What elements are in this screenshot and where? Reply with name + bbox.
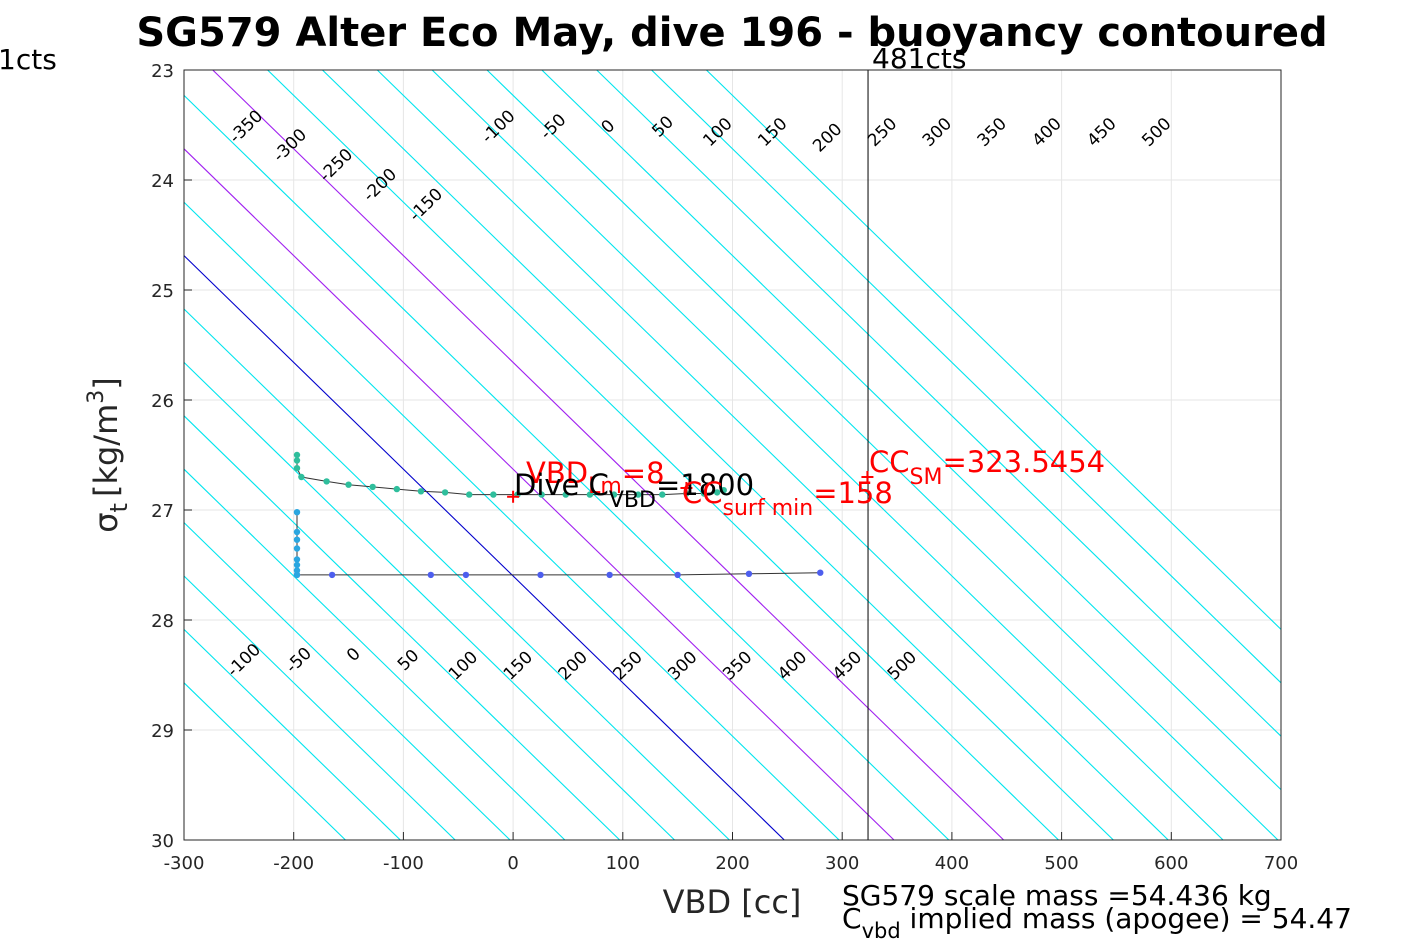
cvbd-implied-mass-label: Cvbd implied mass (apogee) = 54.47 <box>842 902 1352 943</box>
contour-line <box>184 361 675 840</box>
bottom-point <box>293 556 301 563</box>
vbd-lm-annotation: VBDLm=8 <box>526 456 665 499</box>
contour-line <box>706 70 1281 631</box>
annotation-marker <box>507 490 520 503</box>
descent-point <box>817 569 824 576</box>
x-axis-label: VBD [cc] <box>663 883 802 921</box>
cc-sm-annotation: CCSM=323.5454 <box>869 445 1105 490</box>
x-tick-label: 100 <box>606 853 640 874</box>
annotations: VBDLm=8 Dive CVBD=1800 CCsurf min=158 CC… <box>514 445 1105 521</box>
ascent-point <box>659 491 666 498</box>
bottom-point <box>293 561 301 569</box>
y-tick-label: 26 <box>151 391 174 412</box>
x-axis-ticks: -300 -200 -100 0 100 200 300 400 500 600 700 <box>164 832 1298 874</box>
ascent-point <box>293 457 301 464</box>
x-tick-label: 0 <box>507 853 518 874</box>
ascent-point <box>610 491 618 498</box>
contour-line <box>184 148 895 840</box>
y-tick-label: 27 <box>151 501 174 522</box>
buoyancy-contours <box>184 70 1281 840</box>
ascent-point <box>293 465 301 472</box>
ascent-point <box>298 473 305 481</box>
contour-line <box>184 415 621 840</box>
contour-line <box>184 94 950 840</box>
ascent-point <box>417 488 425 495</box>
contour-line <box>184 521 511 840</box>
annotation-marker <box>680 482 693 494</box>
left-count-label: 1cts <box>0 43 57 76</box>
x-tick-label: 500 <box>1044 853 1078 874</box>
ascent-point <box>466 491 473 498</box>
bottom-point <box>293 545 301 552</box>
x-tick-label: -300 <box>164 853 205 874</box>
x-tick-label: 300 <box>825 853 859 874</box>
ascent-point <box>634 491 642 498</box>
ascent-point <box>538 491 545 498</box>
x-tick-label: 400 <box>935 853 969 874</box>
contour-line <box>486 70 1279 840</box>
ascent-point <box>713 489 721 496</box>
contour-line <box>184 468 566 840</box>
descent-point <box>537 571 544 579</box>
ascent-point <box>700 490 708 497</box>
annotation-marker <box>861 471 874 483</box>
contour-line <box>184 682 346 840</box>
dive-profile <box>293 327 874 579</box>
ascent-point <box>586 491 594 498</box>
descent-point <box>674 571 681 579</box>
contour-line <box>431 70 1224 840</box>
y-tick-label: 28 <box>151 611 174 632</box>
ascent-point <box>293 451 301 459</box>
y-tick-label: 23 <box>151 61 174 82</box>
y-axis-label: σt[kg/m3] <box>84 377 133 532</box>
contour-line <box>184 628 401 840</box>
dive-cvbd-annotation: Dive CVBD=1800 <box>514 468 754 513</box>
x-tick-label: -100 <box>383 853 424 874</box>
x-tick-label: 200 <box>715 853 749 874</box>
ascent-point <box>369 483 376 491</box>
ascent-point <box>562 491 569 498</box>
ascent-point <box>323 478 330 485</box>
contour-line <box>376 70 1169 840</box>
bottom-point <box>293 528 301 536</box>
ascent-point <box>393 485 401 493</box>
ascent-point <box>441 489 449 496</box>
scale-mass-label: SG579 scale mass =54.436 kg <box>842 879 1272 912</box>
descent-point <box>462 571 470 579</box>
chart-title: SG579 Alter Eco May, dive 196 - buoyancy… <box>136 10 1327 56</box>
contour-line <box>541 70 1281 791</box>
y-tick-label: 25 <box>151 281 174 302</box>
descent-point <box>745 570 753 577</box>
x-tick-label: 700 <box>1264 853 1298 874</box>
y-tick-label: 29 <box>151 721 174 742</box>
bottom-point <box>293 509 301 516</box>
ascent-point <box>490 491 497 498</box>
contour-line <box>184 575 456 840</box>
bottom-point <box>293 571 301 579</box>
contour-line <box>267 70 1059 840</box>
x-tick-label: 600 <box>1154 853 1188 874</box>
contour-line <box>184 254 785 840</box>
descent-point <box>328 571 336 579</box>
descent-point <box>606 571 613 579</box>
y-axis-ticks: 23 24 25 26 27 28 29 30 <box>151 61 192 852</box>
contour-line <box>212 70 1005 840</box>
contour-line <box>184 201 840 840</box>
contour-line <box>322 70 1114 840</box>
y-tick-label: 24 <box>151 171 174 192</box>
ascent-point <box>345 481 352 488</box>
y-tick-label: 30 <box>151 831 174 852</box>
contour-line <box>651 70 1281 684</box>
contour-line <box>184 308 730 840</box>
cc-surf-min-annotation: CCsurf min=158 <box>682 476 893 521</box>
contour-line <box>596 70 1281 737</box>
bottom-point <box>293 536 301 543</box>
x-tick-label: -200 <box>273 853 314 874</box>
descent-point <box>427 571 435 579</box>
bottom-point <box>293 567 301 574</box>
